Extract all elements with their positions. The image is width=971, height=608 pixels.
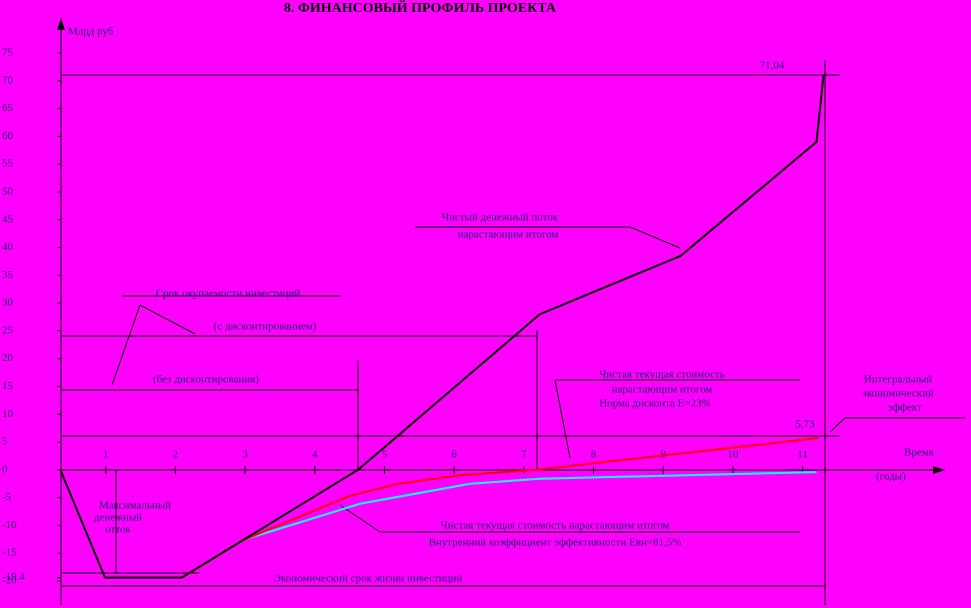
- y-tick-label: -15: [2, 547, 17, 559]
- y-tick-label: 30: [2, 297, 14, 309]
- chart-title: 8. ФИНАНСОВЫЙ ПРОФИЛЬ ПРОЕКТА: [284, 0, 557, 16]
- y-tick-label: 40: [2, 241, 14, 253]
- leader: [111, 304, 141, 386]
- y-tick-label: 5: [2, 436, 8, 448]
- x-tick-label: 10: [727, 449, 739, 461]
- x-tick-label: 2: [173, 449, 179, 461]
- y-tick-label: -19.4: [2, 571, 25, 583]
- annotation: Чистый денежный поток: [442, 212, 559, 224]
- y-tick-label: 65: [2, 102, 14, 114]
- x-tick-label: 7: [521, 449, 527, 461]
- annotation: Срок окупаемости инвестиций: [156, 288, 301, 300]
- leader: [139, 304, 196, 335]
- annotation: Норма дисконта Е=23%: [599, 398, 711, 410]
- y-tick-label: 55: [2, 158, 14, 170]
- annotation: отток: [105, 524, 131, 536]
- annotation: эффект: [888, 402, 922, 414]
- leader: [629, 226, 681, 249]
- x-tick-label: 8: [591, 449, 597, 461]
- leader: [339, 504, 381, 533]
- y-tick-label: 45: [2, 213, 14, 225]
- y-axis-label: Млрд руб: [68, 26, 114, 38]
- annotation: 5,73: [795, 419, 815, 431]
- leader: [554, 379, 571, 459]
- annotation: (с дисконтированием): [214, 321, 317, 333]
- annotation: Чистая текущая стоимость нарастающим ито…: [441, 520, 670, 532]
- leader: [829, 417, 846, 433]
- annotation: Максимальный: [99, 500, 171, 512]
- y-tick-label: 35: [2, 269, 14, 281]
- annotation: экономический: [862, 388, 934, 400]
- y-tick-label: 20: [2, 352, 14, 364]
- y-tick-label: 0: [2, 463, 8, 475]
- y-tick-label: 50: [2, 185, 14, 197]
- annotation: Чистая текущая стоимость: [599, 369, 724, 381]
- x-tick-label: 11: [797, 449, 808, 461]
- x-tick-label: 1: [103, 449, 109, 461]
- annotation: Экономический срок жизни инвестиций: [274, 573, 463, 585]
- y-tick-label: -10: [2, 519, 17, 531]
- y-tick-label: 70: [2, 74, 14, 86]
- y-tick-label: 25: [2, 324, 14, 336]
- annotation: (без дисконтирования): [153, 374, 259, 386]
- series-line: [181, 437, 819, 579]
- annotation: денежный: [94, 512, 142, 524]
- y-tick-label: -5: [2, 491, 12, 503]
- x-tick-label: 3: [242, 449, 248, 461]
- annotation: Внутренний коэффициент эффективности Евн…: [429, 537, 682, 549]
- y-tick-label: 75: [2, 47, 14, 59]
- x-axis-unit: (годы): [876, 471, 906, 483]
- axis-arrow: [933, 466, 945, 474]
- x-tick-label: 5: [382, 449, 388, 461]
- annotation: 71,04: [760, 60, 785, 72]
- y-tick-label: 10: [2, 408, 14, 420]
- y-tick-label: -20: [2, 575, 17, 587]
- annotation: Интегральный: [864, 374, 932, 386]
- annotation: нарастающим итогом: [612, 384, 713, 396]
- series-line: [59, 74, 825, 579]
- x-tick-label: 4: [312, 449, 318, 461]
- x-axis-label: Время: [904, 447, 934, 459]
- axis-arrow: [57, 18, 65, 30]
- y-tick-label: 60: [2, 130, 14, 142]
- y-tick-label: 15: [2, 380, 14, 392]
- x-tick-label: 6: [451, 449, 457, 461]
- annotation: нарастающим итогом: [458, 229, 559, 241]
